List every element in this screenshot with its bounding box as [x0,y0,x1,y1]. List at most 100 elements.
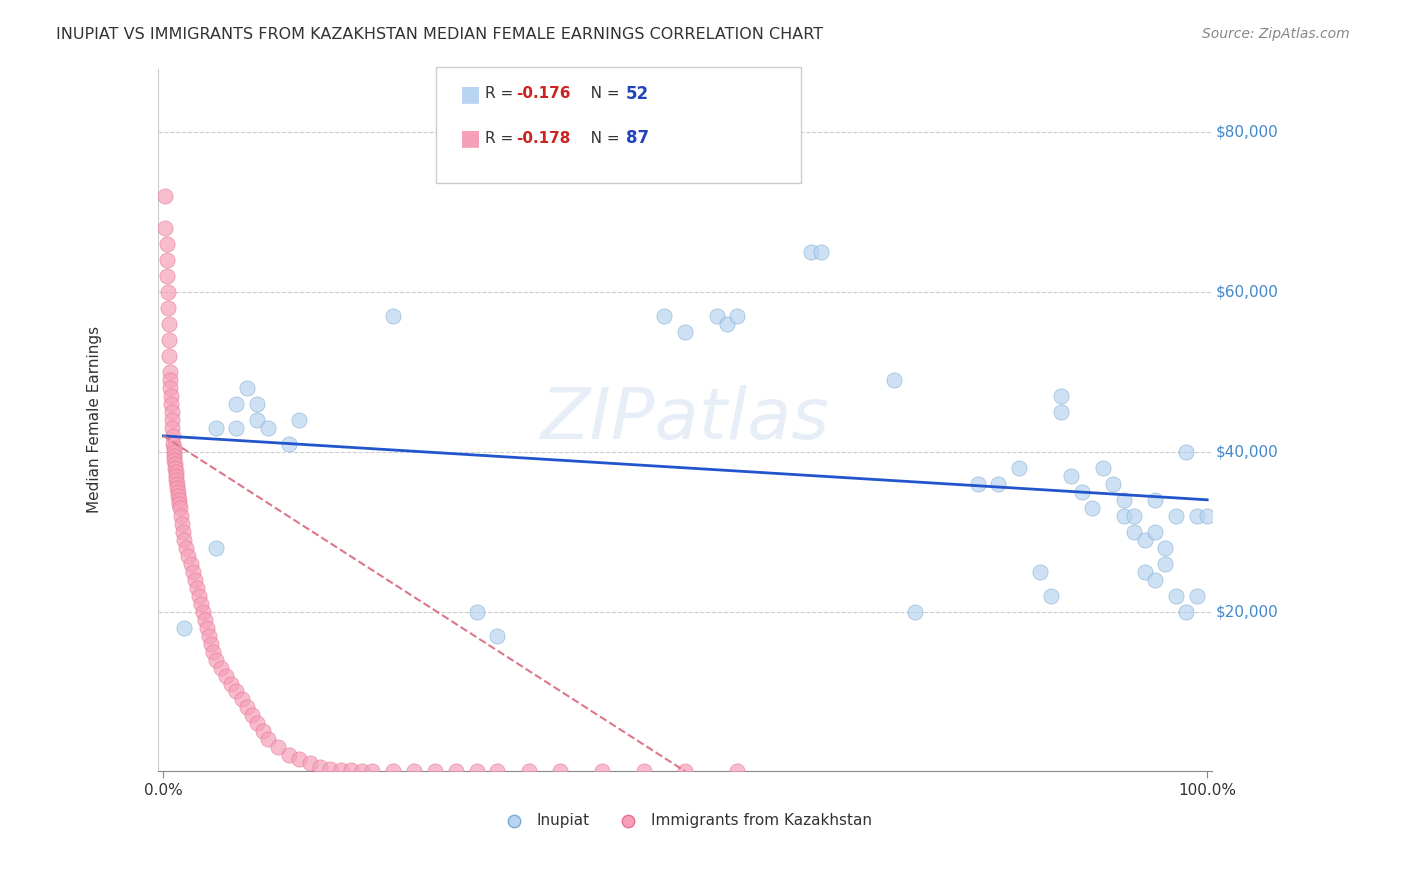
Point [486,629,509,643]
Legend: Inupiat, Immigrants from Kazakhstan: Inupiat, Immigrants from Kazakhstan [492,806,879,834]
Point [1123,524,1146,539]
Text: INUPIAT VS IMMIGRANTS FROM KAZAKHSTAN MEDIAN FEMALE EARNINGS CORRELATION CHART: INUPIAT VS IMMIGRANTS FROM KAZAKHSTAN ME… [56,27,824,42]
Point [165,465,187,479]
Point [1143,573,1166,587]
Point [181,565,204,579]
Text: $40,000: $40,000 [1216,444,1278,459]
Text: R =: R = [485,87,519,101]
Text: Source: ZipAtlas.com: Source: ZipAtlas.com [1202,27,1350,41]
Point [727,309,749,323]
Point [1050,389,1073,403]
Point [1154,557,1177,571]
Text: R =: R = [485,131,519,145]
Point [162,437,184,451]
Point [155,269,177,284]
Point [204,652,226,666]
Point [246,397,269,411]
Point [1175,445,1198,459]
Point [176,541,198,555]
Point [1071,484,1094,499]
Point [382,764,405,778]
Text: N =: N = [576,87,624,101]
Text: $80,000: $80,000 [1216,125,1278,140]
Point [1060,468,1083,483]
Point [156,301,179,315]
Point [1185,508,1208,523]
Point [673,325,696,339]
Point [166,481,188,495]
Point [173,533,195,547]
Point [156,285,179,300]
Point [633,764,655,779]
Point [157,333,180,347]
Point [240,708,263,723]
Point [904,605,927,619]
Point [329,763,352,777]
Point [155,237,177,252]
Text: Median Female Earnings: Median Female Earnings [87,326,103,514]
Point [716,317,738,331]
Point [177,549,200,563]
Point [159,397,181,411]
Point [225,684,247,698]
Point [219,676,242,690]
Point [165,468,187,483]
Point [236,381,259,395]
Point [340,763,363,777]
Point [402,764,425,778]
Point [319,762,342,776]
Point [162,429,184,443]
Point [172,516,194,531]
Point [1185,589,1208,603]
Point [966,476,988,491]
Point [1029,565,1052,579]
Point [159,365,181,379]
Point [256,421,278,435]
Point [163,457,186,471]
Text: -0.178: -0.178 [516,131,571,145]
Point [225,397,247,411]
Point [159,373,181,387]
Text: $60,000: $60,000 [1216,285,1278,300]
Point [1050,405,1073,419]
Point [1102,476,1125,491]
Text: ZIPatlas: ZIPatlas [541,385,830,454]
Point [204,421,226,435]
Point [163,441,186,455]
Point [159,389,181,403]
Point [155,253,177,268]
Point [163,449,186,463]
Point [187,589,209,603]
Point [277,748,299,763]
Point [167,497,190,511]
Point [173,621,195,635]
Point [246,413,269,427]
Point [246,716,269,731]
Point [183,573,205,587]
Point [186,581,208,595]
Point [198,629,221,643]
Point [277,437,299,451]
Point [166,476,188,491]
Point [465,764,488,779]
Point [883,373,905,387]
Text: N =: N = [576,131,624,145]
Point [1133,533,1156,547]
Point [180,557,202,571]
Text: ■: ■ [460,84,481,103]
Point [517,764,540,779]
Point [309,760,332,774]
Point [1143,524,1166,539]
Point [215,668,238,682]
Point [465,605,488,619]
Point [288,413,311,427]
Point [1143,492,1166,507]
Point [172,524,194,539]
Point [165,473,187,487]
Point [1008,461,1031,475]
Point [1154,541,1177,555]
Point [204,541,226,555]
Point [810,245,832,260]
Point [252,724,274,739]
Text: 87: 87 [626,129,648,147]
